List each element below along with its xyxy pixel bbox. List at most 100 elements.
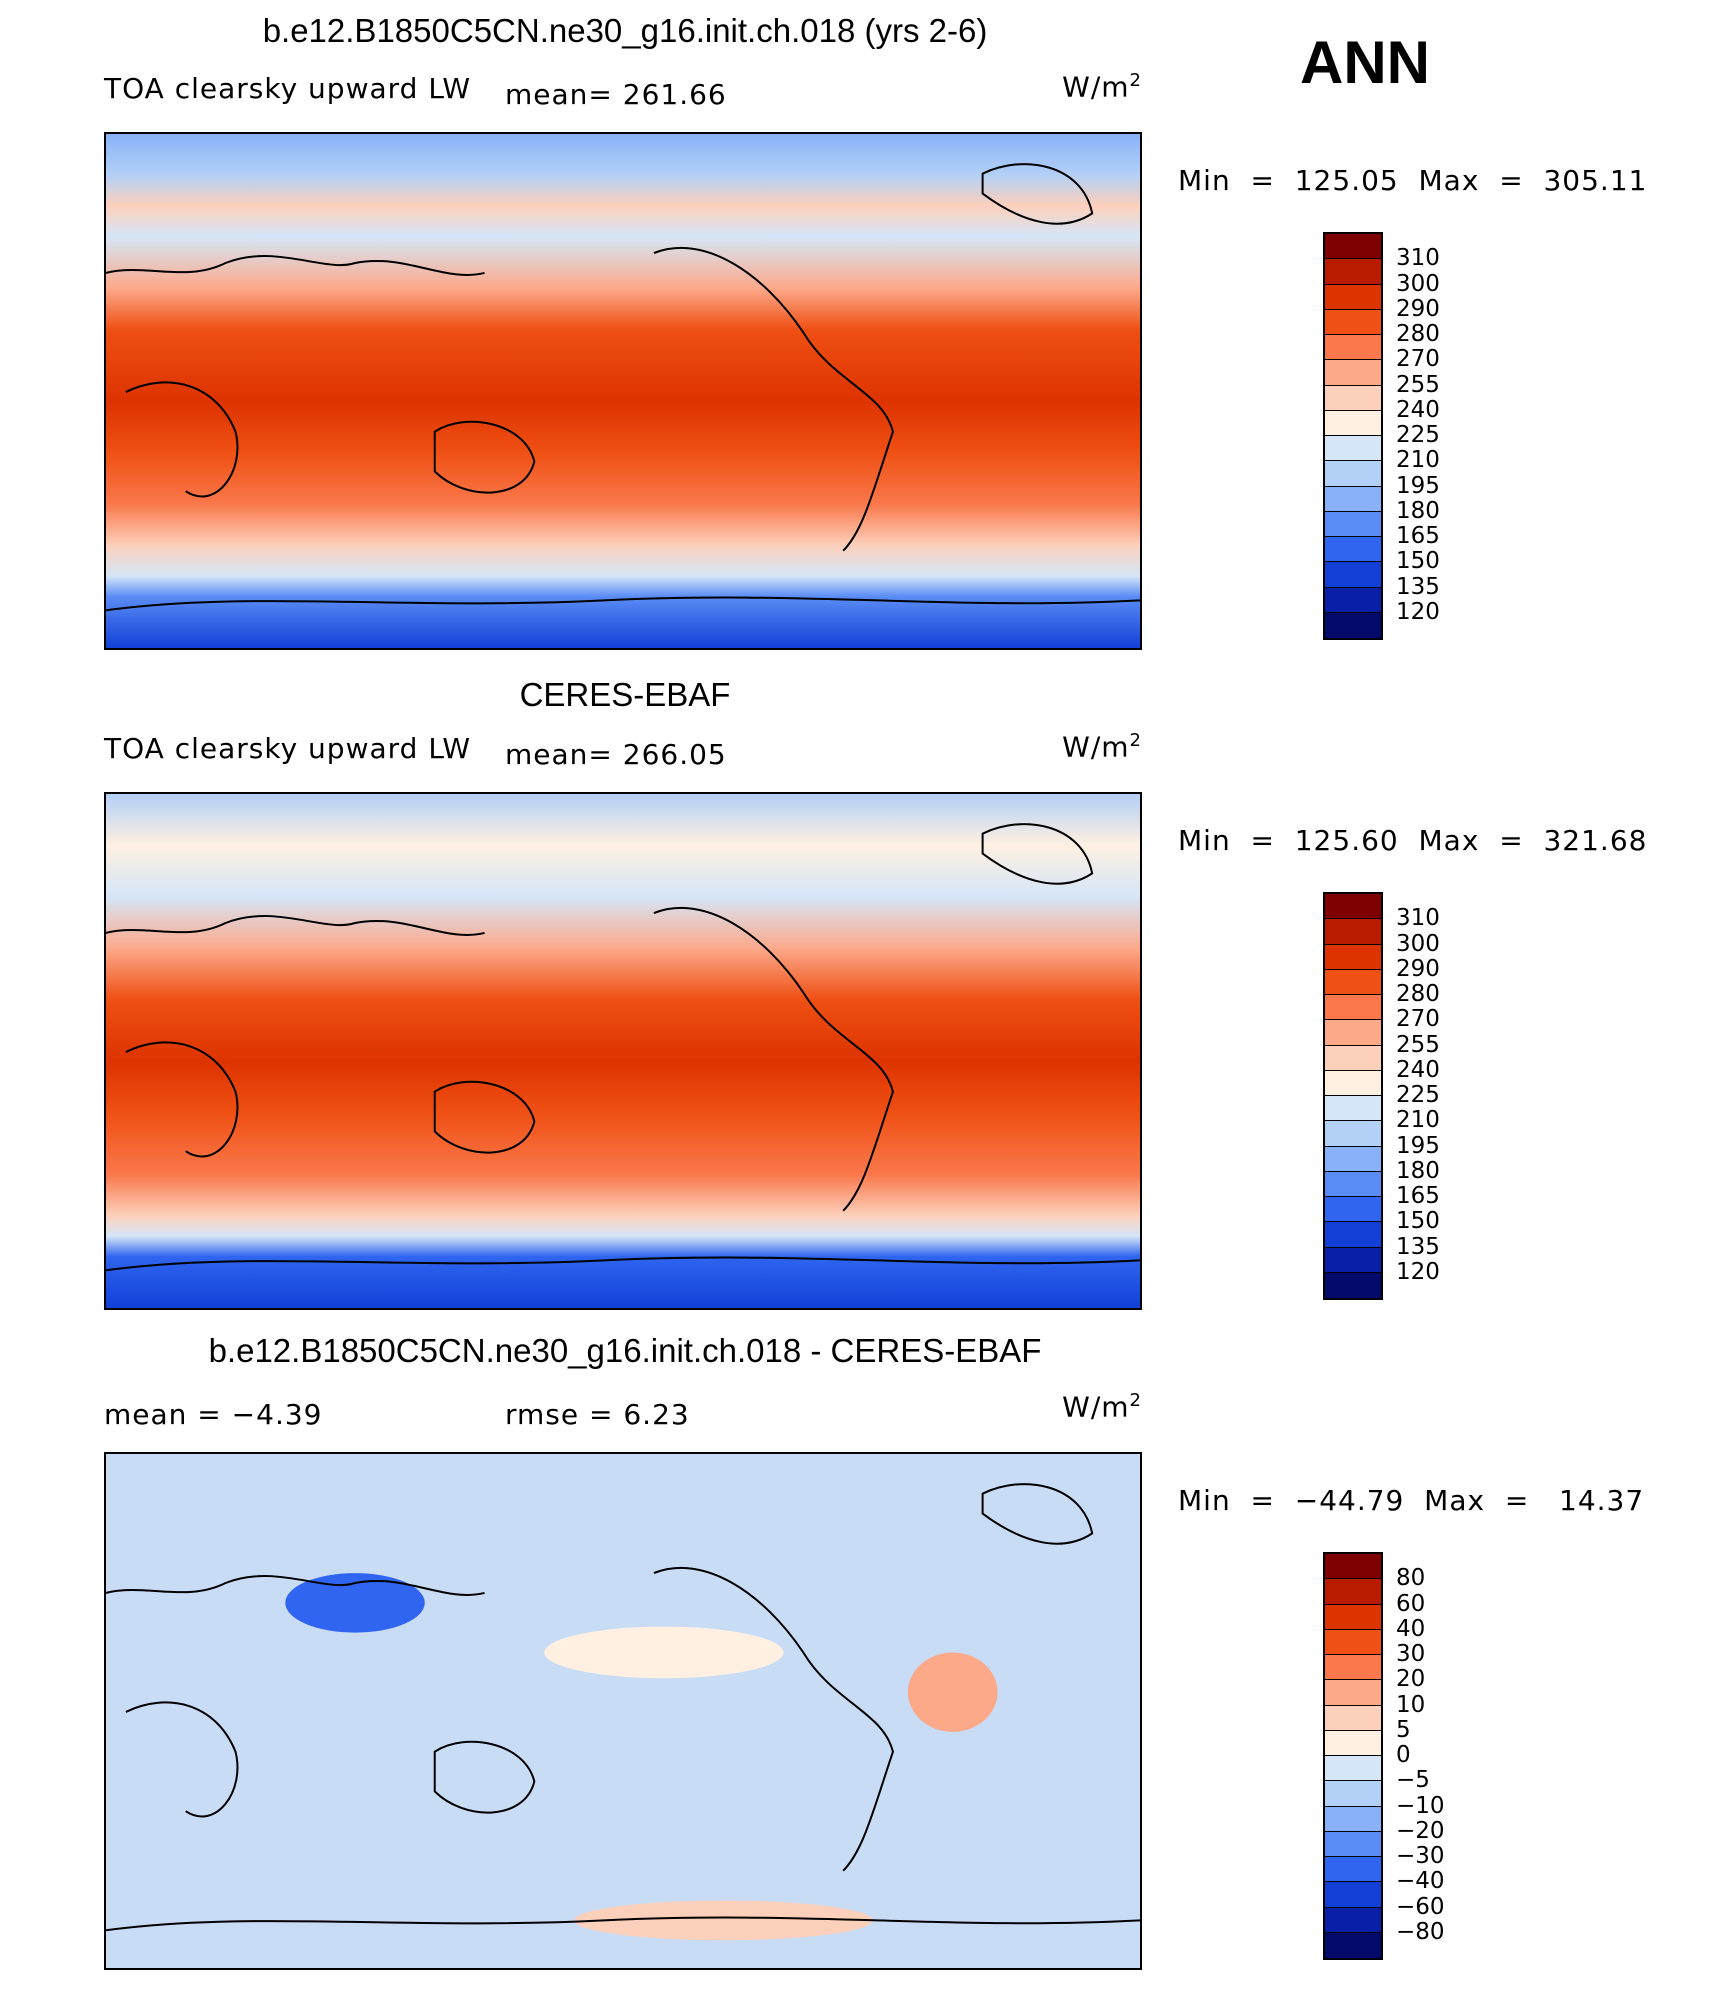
- map-observation-svg: [106, 794, 1140, 1308]
- field-anomaly: [907, 1652, 998, 1732]
- colorbar-segment: [1325, 1831, 1381, 1857]
- colorbar-tick-label: 40: [1396, 1615, 1426, 1642]
- colorbar-segment: [1325, 1705, 1381, 1731]
- field-background: [106, 134, 1140, 648]
- field-anomaly: [544, 1626, 784, 1679]
- coastlines: [106, 1483, 1140, 1932]
- colorbar-tick-label: 310: [1396, 905, 1440, 932]
- colorbar-tick-label: −10: [1396, 1792, 1445, 1819]
- colorbar-segment: [1325, 335, 1381, 361]
- colorbar-segment: [1325, 1070, 1381, 1096]
- colorbar-tick-label: 270: [1396, 1006, 1440, 1033]
- colorbar-segment: [1325, 410, 1381, 436]
- rmse-label: rmse = 6.23: [505, 1398, 690, 1431]
- units-exponent: 2: [1129, 730, 1142, 751]
- colorbar-tick-label: 310: [1396, 245, 1440, 272]
- colorbar-tick-label: 120: [1396, 598, 1440, 625]
- colorbar-segment: [1325, 1857, 1381, 1883]
- colorbar-tick-label: −60: [1396, 1893, 1445, 1920]
- colorbar-tick-label: −20: [1396, 1817, 1445, 1844]
- colorbar-tick-label: 240: [1396, 396, 1440, 423]
- colorbar-tick-label: 280: [1396, 981, 1440, 1007]
- colorbar-tick-label: 195: [1396, 1132, 1440, 1159]
- colorbar-segment: [1325, 436, 1381, 462]
- panel-difference: b.e12.B1850C5CN.ne30_g16.init.ch.018 - C…: [0, 1320, 1710, 1980]
- colorbar-segment: [1325, 1730, 1381, 1756]
- minmax-label: Min = −44.79 Max = 14.37: [1178, 1484, 1645, 1517]
- colorbar-tick-label: 135: [1396, 1233, 1440, 1260]
- colorbar-segment: [1325, 1554, 1381, 1580]
- panel-title: CERES-EBAF: [519, 676, 731, 713]
- units-exponent: 2: [1129, 70, 1142, 91]
- colorbar-tick-label: 135: [1396, 573, 1440, 600]
- colorbar-tick-label: 120: [1396, 1258, 1440, 1285]
- colorbar-segment: [1325, 360, 1381, 386]
- colorbar-tick-label: 80: [1396, 1565, 1426, 1592]
- colorbar-tick-label: −40: [1396, 1868, 1445, 1895]
- map-difference-svg: [106, 1454, 1140, 1968]
- colorbar-segment: [1325, 309, 1381, 335]
- colorbar-segment: [1325, 1907, 1381, 1933]
- colorbar-segment: [1325, 234, 1381, 260]
- colorbar-segment: [1325, 894, 1381, 920]
- colorbar-tick-label: 10: [1396, 1691, 1426, 1718]
- colorbar-tick-label: −5: [1396, 1767, 1430, 1794]
- colorbar-segment: [1325, 385, 1381, 411]
- colorbar-segment: [1325, 1579, 1381, 1605]
- colorbar-segment: [1325, 919, 1381, 945]
- colorbar-tick-label: 180: [1396, 1157, 1440, 1184]
- mean-label: mean= 261.66: [505, 78, 727, 111]
- colorbar-tick-label: 290: [1396, 295, 1440, 322]
- colorbar-segment: [1325, 511, 1381, 537]
- units-label: W/m2: [1062, 70, 1142, 103]
- colorbar-tick-label: 210: [1396, 1107, 1440, 1134]
- colorbar-tick-label: 300: [1396, 930, 1440, 957]
- panel-observation: CERES-EBAF TOA clearsky upward LW mean= …: [0, 660, 1710, 1320]
- colorbar-tick-label: 30: [1396, 1641, 1426, 1667]
- colorbar-segment: [1325, 969, 1381, 995]
- colorbar-segment: [1325, 284, 1381, 310]
- coastlines: [106, 163, 1140, 612]
- units-text: W/m: [1062, 1390, 1130, 1424]
- variable-label: TOA clearsky upward LW: [104, 732, 472, 765]
- minmax-label: Min = 125.05 Max = 305.11: [1178, 164, 1648, 197]
- colorbar-segment: [1325, 995, 1381, 1021]
- field-anomaly: [285, 1573, 425, 1633]
- colorbar-tick-label: 60: [1396, 1590, 1426, 1617]
- colorbar-segment: [1325, 1806, 1381, 1832]
- units-text: W/m: [1062, 70, 1130, 104]
- panel-title: b.e12.B1850C5CN.ne30_g16.init.ch.018 (yr…: [262, 12, 988, 49]
- colorbar-segment: [1325, 1756, 1381, 1782]
- colorbar-tick-label: 180: [1396, 497, 1440, 524]
- colorbar-segment: [1325, 1146, 1381, 1172]
- colorbar-segment: [1325, 1272, 1381, 1298]
- map-model: [104, 132, 1142, 650]
- colorbar-segment: [1325, 1781, 1381, 1807]
- colorbar-tick-label: 165: [1396, 1183, 1440, 1209]
- colorbar-tick-label: 255: [1396, 371, 1440, 398]
- colorbar-segment: [1325, 1629, 1381, 1655]
- colorbar-segment: [1325, 1096, 1381, 1122]
- coastlines: [106, 823, 1140, 1272]
- colorbar-tick-label: 280: [1396, 321, 1440, 347]
- map-model-svg: [106, 134, 1140, 648]
- colorbar-segment: [1325, 259, 1381, 285]
- colorbar-segment: [1325, 1655, 1381, 1681]
- units-label: W/m2: [1062, 1390, 1142, 1423]
- field-background: [106, 794, 1140, 1308]
- colorbar-segment: [1325, 1680, 1381, 1706]
- colorbar-tick-label: −30: [1396, 1843, 1445, 1869]
- colorbar-segment: [1325, 1121, 1381, 1147]
- colorbar-tick-label: 210: [1396, 447, 1440, 474]
- colorbar-segment: [1325, 1247, 1381, 1273]
- field-anomaly: [574, 1900, 874, 1941]
- colorbar-tick-label: 270: [1396, 346, 1440, 373]
- colorbar-tick-label: 300: [1396, 270, 1440, 297]
- colorbar-tick-label: 150: [1396, 548, 1440, 575]
- colorbar-segment: [1325, 1197, 1381, 1223]
- colorbar-tick-label: 225: [1396, 422, 1440, 448]
- colorbar-tick-label: 290: [1396, 955, 1440, 982]
- season-label: ANN: [1300, 29, 1430, 96]
- mean-label: mean= 266.05: [505, 738, 727, 771]
- colorbar: [1323, 232, 1383, 640]
